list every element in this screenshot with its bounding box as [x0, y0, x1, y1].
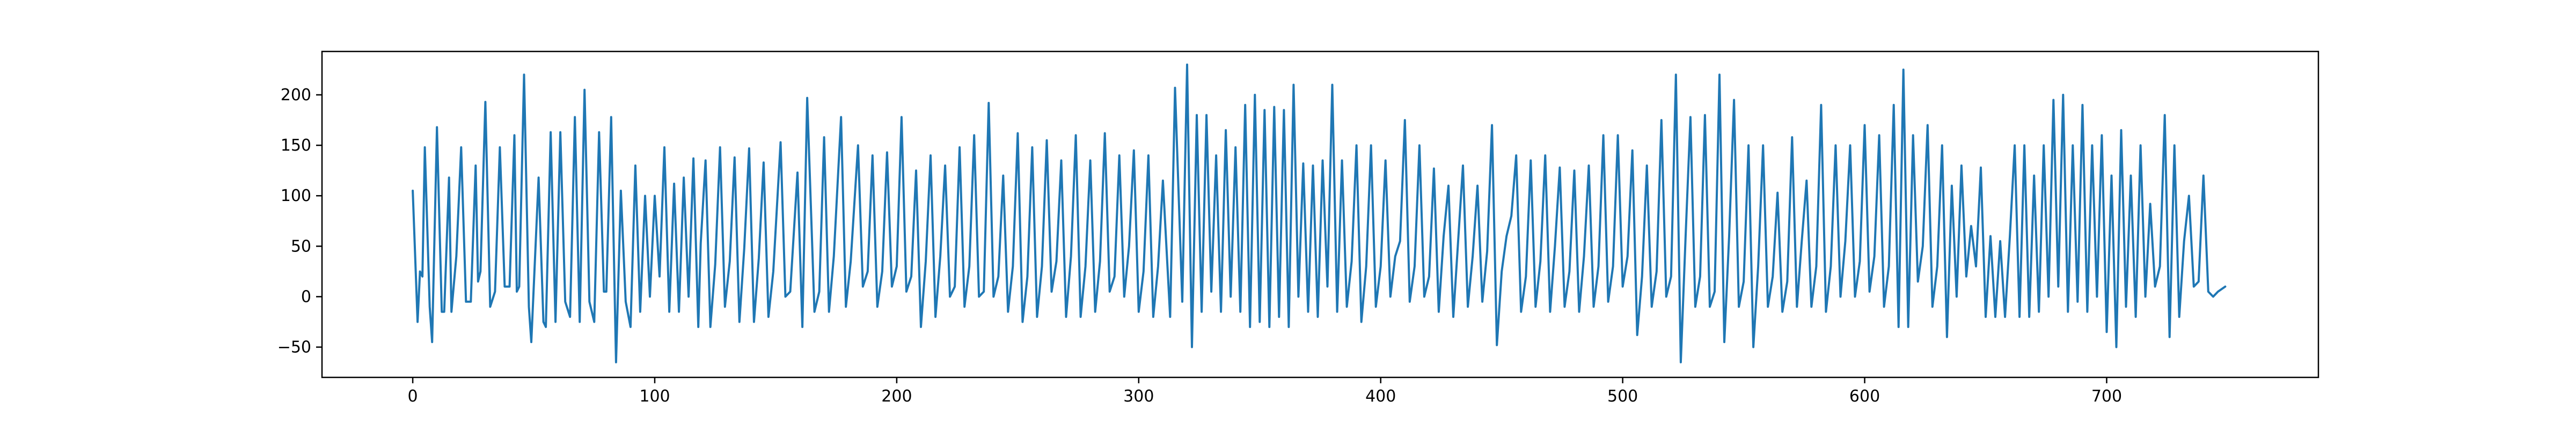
x-tick-label: 200 [881, 387, 912, 406]
x-tick-label: 400 [1365, 387, 1396, 406]
axes-frame [321, 50, 2319, 378]
plot-area: 0 100 200 300 400 500 600 700 −50 0 50 100 150 200 [277, 50, 2319, 406]
y-tick-label: 200 [281, 86, 311, 105]
x-tick-label: 300 [1123, 387, 1154, 406]
series-line [412, 63, 2227, 363]
x-tick-label: 500 [1607, 387, 1638, 406]
y-tick-label: 0 [301, 287, 311, 306]
x-tick-label: 700 [2091, 387, 2122, 406]
x-tick-label: 0 [408, 387, 418, 406]
x-tick-label: 100 [639, 387, 670, 406]
y-tick-label: 100 [281, 187, 311, 205]
y-tick-label: 150 [281, 136, 311, 155]
y-tick-label: 50 [291, 237, 311, 256]
y-tick-label: −50 [277, 338, 311, 357]
x-tick-label: 600 [1849, 387, 1880, 406]
